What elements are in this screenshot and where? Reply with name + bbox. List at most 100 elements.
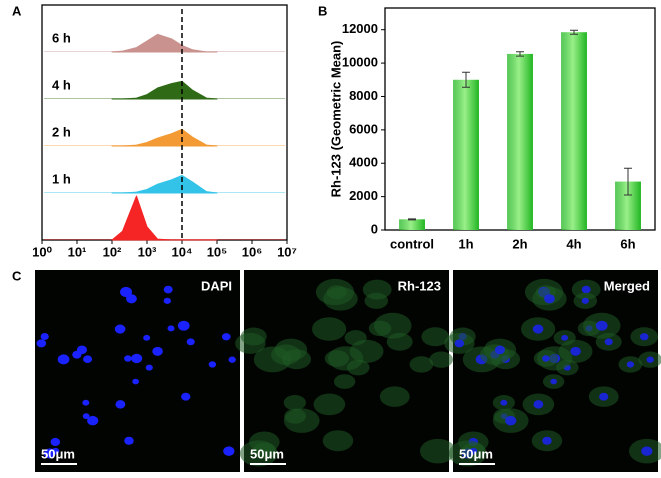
nucleus bbox=[228, 356, 236, 363]
nucleus bbox=[641, 446, 653, 456]
bar bbox=[507, 53, 533, 231]
cell-body bbox=[373, 312, 412, 339]
x-tick-label: 10⁴ bbox=[172, 244, 193, 259]
nucleus bbox=[115, 400, 126, 409]
nucleus bbox=[76, 345, 88, 355]
cell-body bbox=[409, 356, 434, 373]
cell-body bbox=[283, 395, 306, 411]
scale-bar-label: 50μm bbox=[41, 446, 75, 461]
x-tick-label: 6h bbox=[620, 236, 635, 251]
cell-body bbox=[364, 292, 389, 309]
error-bar bbox=[408, 218, 416, 221]
cell-body bbox=[429, 351, 454, 368]
bar bbox=[453, 79, 479, 230]
nucleus bbox=[131, 353, 143, 364]
cell-body bbox=[312, 317, 347, 341]
nucleus bbox=[152, 346, 163, 356]
cell-body bbox=[274, 338, 308, 361]
y-tick-label: 10000 bbox=[342, 55, 378, 70]
error-bar bbox=[462, 71, 470, 88]
bar bbox=[399, 219, 425, 230]
y-tick-label: 8000 bbox=[349, 88, 378, 103]
y-tick-label: 6000 bbox=[349, 121, 378, 136]
nucleus bbox=[646, 356, 654, 363]
nucleus bbox=[163, 297, 171, 304]
nucleus bbox=[82, 413, 90, 420]
nucleus bbox=[40, 333, 49, 340]
x-tick-label: 10¹ bbox=[68, 244, 87, 259]
series-label: 1 h bbox=[52, 171, 71, 186]
panel-label: B bbox=[318, 3, 327, 18]
nucleus bbox=[505, 415, 517, 426]
cell-body bbox=[322, 430, 354, 452]
nucleus bbox=[167, 325, 175, 332]
y-tick-label: 4000 bbox=[349, 155, 378, 170]
x-tick-label: 10³ bbox=[138, 244, 157, 259]
nucleus bbox=[542, 355, 550, 362]
x-tick-label: 1h bbox=[458, 236, 473, 251]
panel-label: A bbox=[12, 3, 22, 18]
nucleus bbox=[36, 339, 47, 348]
cell-body bbox=[235, 332, 266, 354]
error-bar bbox=[624, 167, 632, 196]
histogram bbox=[111, 174, 218, 194]
cell-body bbox=[419, 438, 456, 464]
y-tick-label: 2000 bbox=[349, 188, 378, 203]
nucleus bbox=[469, 447, 478, 455]
histogram bbox=[111, 195, 218, 241]
nucleus bbox=[626, 361, 635, 368]
panel-label: C bbox=[12, 268, 22, 283]
cell-body bbox=[421, 327, 450, 347]
nucleus bbox=[494, 345, 506, 355]
cell-body bbox=[313, 393, 346, 416]
nucleus bbox=[532, 324, 544, 334]
series-label: 4 h bbox=[52, 77, 71, 92]
image-label: Rh-123 bbox=[398, 278, 441, 293]
x-tick-label: 10⁰ bbox=[32, 244, 52, 259]
nucleus bbox=[186, 338, 195, 346]
cell-body bbox=[323, 286, 358, 311]
nucleus bbox=[581, 297, 589, 304]
x-tick-label: 10⁶ bbox=[242, 244, 262, 259]
nucleus bbox=[223, 446, 235, 456]
bar bbox=[561, 32, 587, 231]
nucleus bbox=[595, 320, 608, 331]
nucleus bbox=[57, 354, 70, 365]
nucleus bbox=[181, 392, 191, 401]
image-label: Merged bbox=[604, 278, 650, 293]
cell-body bbox=[324, 350, 350, 367]
histogram bbox=[111, 33, 218, 53]
nucleus bbox=[639, 333, 649, 341]
nucleus bbox=[177, 320, 190, 331]
nucleus bbox=[87, 415, 99, 426]
image-label: DAPI bbox=[201, 278, 232, 293]
nucleus bbox=[51, 447, 60, 455]
nucleus bbox=[221, 333, 231, 341]
y-tick-label: 12000 bbox=[342, 21, 378, 36]
nucleus bbox=[145, 364, 153, 371]
nucleus bbox=[550, 378, 557, 385]
nucleus bbox=[544, 294, 555, 304]
nucleus bbox=[454, 339, 465, 348]
nucleus bbox=[124, 436, 134, 445]
x-tick-label: 4h bbox=[566, 236, 581, 251]
error-bar bbox=[516, 51, 524, 57]
cell-body bbox=[252, 442, 277, 460]
cell-body bbox=[283, 408, 320, 433]
scale-bar-label: 50μm bbox=[250, 446, 284, 461]
x-tick-label: 2h bbox=[512, 236, 527, 251]
micrograph bbox=[35, 270, 240, 472]
x-tick-label: 10² bbox=[103, 244, 122, 259]
nucleus bbox=[570, 346, 581, 356]
nucleus bbox=[83, 355, 93, 364]
y-tick-label: 0 bbox=[371, 221, 378, 236]
nucleus bbox=[50, 437, 61, 447]
nucleus bbox=[163, 285, 173, 294]
nucleus bbox=[126, 294, 137, 304]
cell-body bbox=[379, 386, 410, 407]
nucleus bbox=[132, 378, 139, 385]
series-label: 2 h bbox=[52, 124, 71, 139]
nucleus bbox=[143, 334, 151, 341]
x-tick-label: control bbox=[390, 236, 434, 251]
